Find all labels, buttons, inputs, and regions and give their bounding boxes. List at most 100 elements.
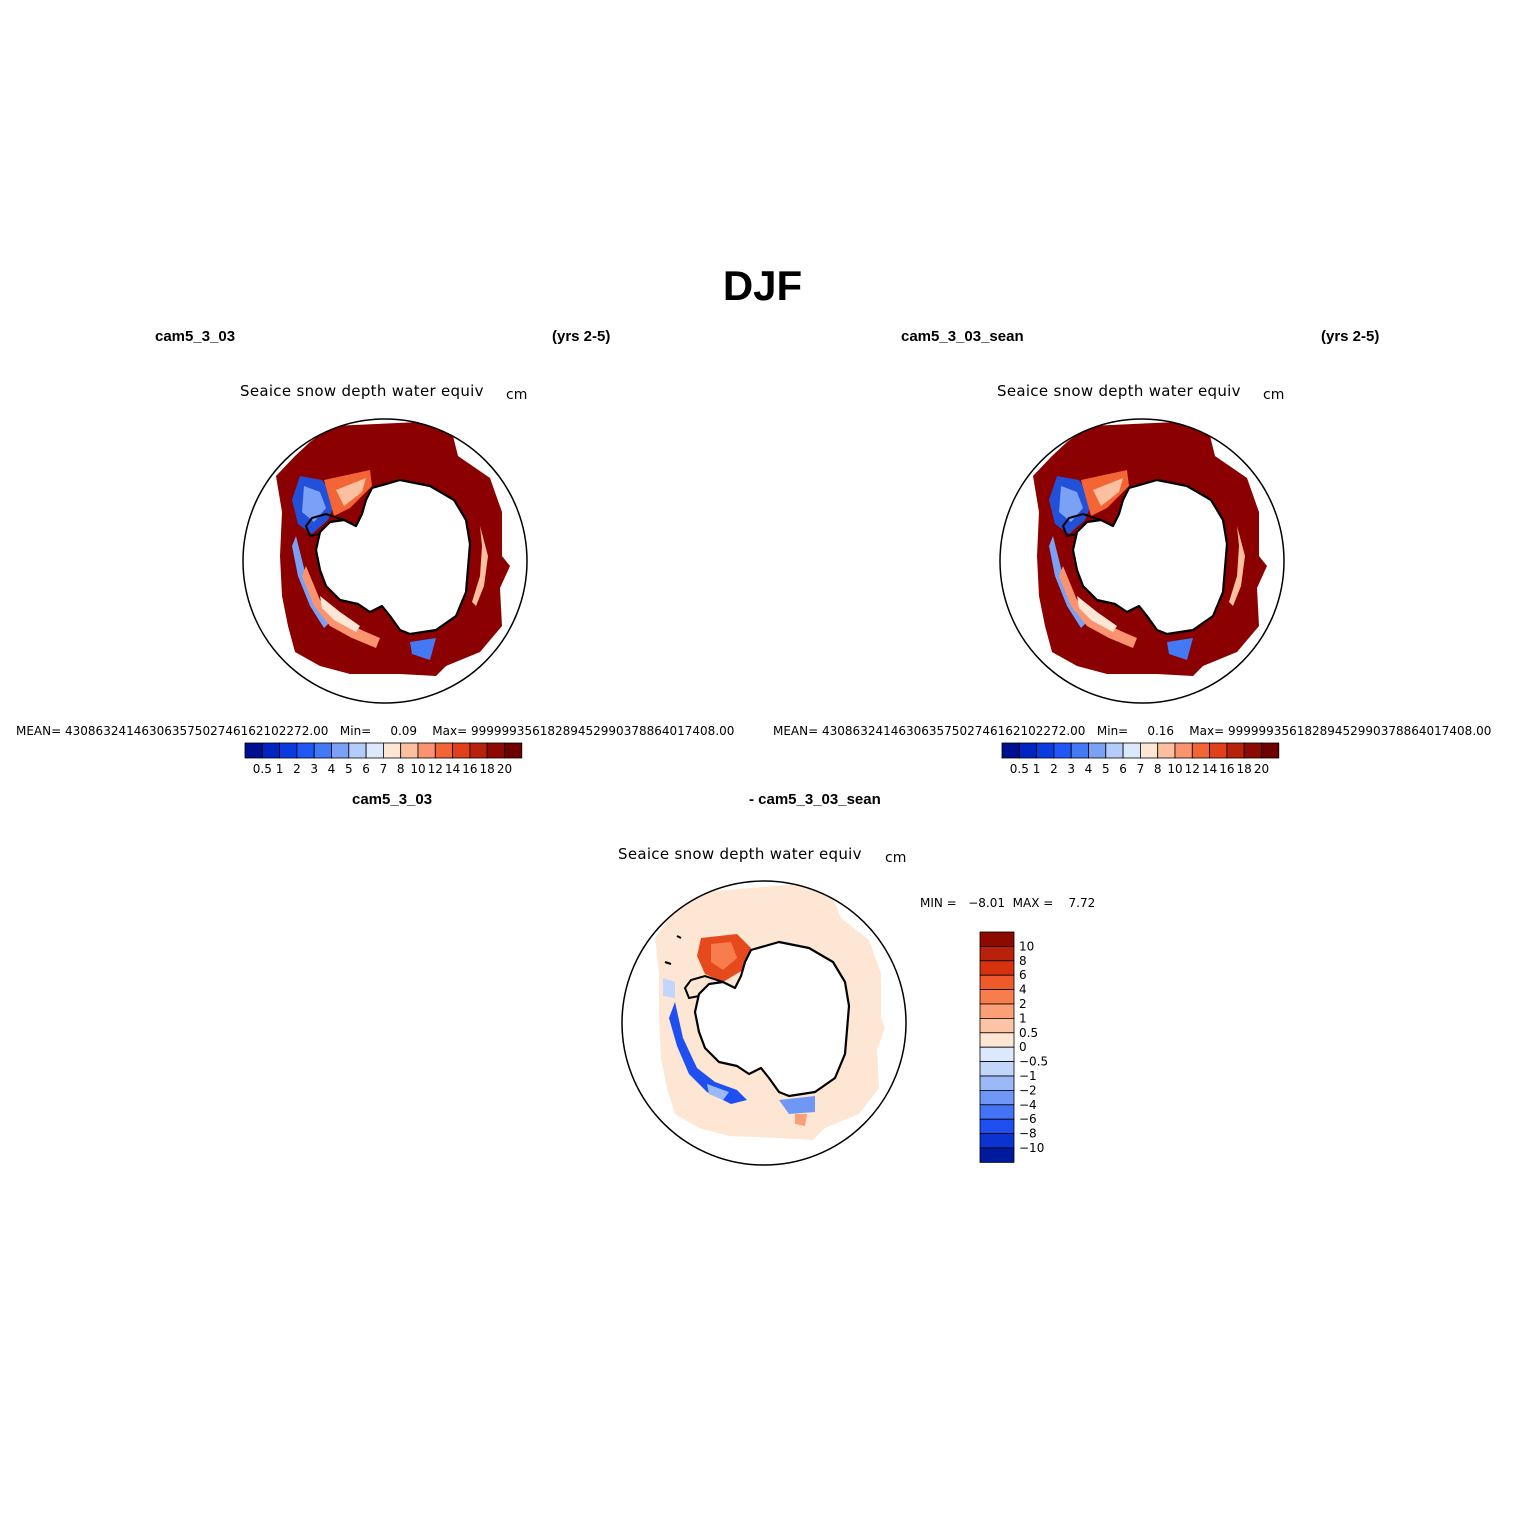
colorbar-box — [979, 989, 1015, 1005]
colorbar-box — [979, 1075, 1015, 1091]
colorbar-tick-label: 1 — [1033, 762, 1041, 776]
min-value: 0.09 — [390, 724, 418, 738]
top-left-polar-map — [242, 418, 528, 704]
colorbar-box — [469, 742, 488, 759]
colorbar-tick-label: 16 — [1219, 762, 1234, 776]
colorbar-tick-label: 0 — [1019, 1040, 1027, 1054]
colorbar-tick-label: 5 — [345, 762, 353, 776]
colorbar-box — [313, 742, 332, 759]
top-left-variable-title: Seaice snow depth water equiv — [240, 382, 484, 400]
colorbar-tick-label: 10 — [1019, 939, 1034, 953]
light-band-east-coast — [472, 526, 488, 606]
colorbar-box — [434, 742, 454, 759]
positive-anomaly-weddell-light — [711, 942, 737, 970]
top-right-variable-title: Seaice snow depth water equiv — [997, 382, 1241, 400]
colorbar-tick-label: 18 — [480, 762, 495, 776]
colorbar-tick-label: 10 — [1167, 762, 1182, 776]
bottom-units: cm — [885, 850, 907, 866]
colorbar-box — [1001, 742, 1020, 759]
colorbar-tick-label: 8 — [397, 762, 405, 776]
colorbar-box — [1209, 742, 1228, 759]
colorbar-box — [1053, 742, 1072, 759]
antarctica-land — [314, 478, 472, 636]
mean-value: 43086324146306357502746162102272.00 — [65, 724, 329, 738]
negative-anomaly-east — [669, 1002, 747, 1104]
colorbar-box — [979, 1003, 1015, 1019]
colorbar-box — [1105, 742, 1124, 759]
orange-band-east — [1059, 566, 1137, 648]
colorbar-box — [261, 742, 280, 759]
colorbar-box — [452, 742, 471, 759]
colorbar-box — [1261, 742, 1280, 759]
colorbar-box — [979, 1147, 1015, 1163]
colorbar-tick-label: 7 — [1137, 762, 1145, 776]
colorbar-box — [382, 742, 402, 759]
mean-label: MEAN= — [16, 724, 62, 738]
colorbar-tick-label: 2 — [1019, 997, 1027, 1011]
top-right-years-label: (yrs 2-5) — [1321, 328, 1380, 345]
top-right-stats: MEAN= 43086324146306357502746162102272.0… — [773, 724, 1491, 738]
colorbar-tick-label: 3 — [1067, 762, 1075, 776]
blue-patch-south — [410, 638, 436, 660]
colorbar-tick-label: −4 — [1019, 1098, 1037, 1112]
low-snow-west-light — [302, 486, 326, 522]
colorbar-box — [400, 742, 419, 759]
colorbar-tick-label: 2 — [293, 762, 301, 776]
bottom-variable-title: Seaice snow depth water equiv — [618, 845, 862, 863]
main-title: DJF — [722, 262, 803, 309]
antarctica-land — [693, 940, 851, 1098]
colorbar-tick-label: −1 — [1019, 1069, 1037, 1083]
negative-anomaly-south — [779, 1096, 815, 1114]
colorbar-tick-label: −0.5 — [1019, 1055, 1048, 1069]
colorbar-tick-label: 4 — [1019, 983, 1027, 997]
colorbar-box — [1226, 742, 1245, 759]
min-label: Min= — [339, 724, 372, 738]
colorbar-box — [979, 974, 1015, 991]
colorbar-tick-label: 2 — [1050, 762, 1058, 776]
colorbar-box — [1174, 742, 1193, 759]
blue-band-east — [292, 536, 330, 628]
colorbar-box — [1036, 742, 1055, 759]
mean-label: MEAN= — [773, 724, 819, 738]
colorbar-tick-label: 8 — [1154, 762, 1162, 776]
colorbar-box — [1139, 742, 1159, 759]
colorbar-box — [1243, 742, 1262, 759]
colorbar-box — [244, 742, 263, 759]
colorbar-tick-label: 7 — [380, 762, 388, 776]
colorbar-box — [1070, 742, 1089, 759]
top-right-polar-map — [999, 418, 1285, 704]
colorbar-tick-label: 6 — [1019, 968, 1027, 982]
colorbar-box — [504, 742, 523, 759]
colorbar-box — [348, 742, 367, 759]
colorbar-box — [417, 742, 436, 759]
max-label: Max= — [1189, 724, 1225, 738]
colorbar-box — [331, 742, 350, 759]
light-snow-weddell — [336, 478, 366, 506]
min-label: Min= — [1096, 724, 1129, 738]
colorbar-tick-label: 12 — [1185, 762, 1200, 776]
colorbar-tick-label: 20 — [497, 762, 512, 776]
colorbar-box — [365, 742, 384, 759]
min-value: 0.16 — [1147, 724, 1175, 738]
light-band-ross — [1077, 596, 1117, 632]
colorbar-box — [1018, 742, 1037, 759]
colorbar-box — [979, 1061, 1015, 1077]
colorbar-box — [979, 1046, 1015, 1062]
top-left-case-label: cam5_3_03 — [155, 328, 236, 345]
antarctic-peninsula — [683, 974, 724, 1000]
max-value: 99999935618289452990378864017408.00 — [471, 724, 735, 738]
colorbar-tick-label: −6 — [1019, 1112, 1037, 1126]
colorbar-tick-label: 1 — [276, 762, 284, 776]
max-value: 99999935618289452990378864017408.00 — [1228, 724, 1492, 738]
colorbar-box — [979, 1018, 1015, 1034]
small-positive-south — [795, 1114, 807, 1126]
top-right-case-label: cam5_3_03_sean — [901, 328, 1024, 345]
top-right-colorbar: 0.5 1 2 3 4 5 6 7 8 10 12 14 16 18 20 — [1001, 742, 1280, 776]
colorbar-box — [979, 960, 1015, 976]
colorbar-box — [979, 931, 1015, 947]
top-right-units: cm — [1263, 387, 1285, 403]
colorbar-box — [979, 1118, 1015, 1134]
difference-polar-map — [621, 880, 907, 1166]
bottom-case-b-label: - cam5_3_03_sean — [749, 791, 881, 808]
